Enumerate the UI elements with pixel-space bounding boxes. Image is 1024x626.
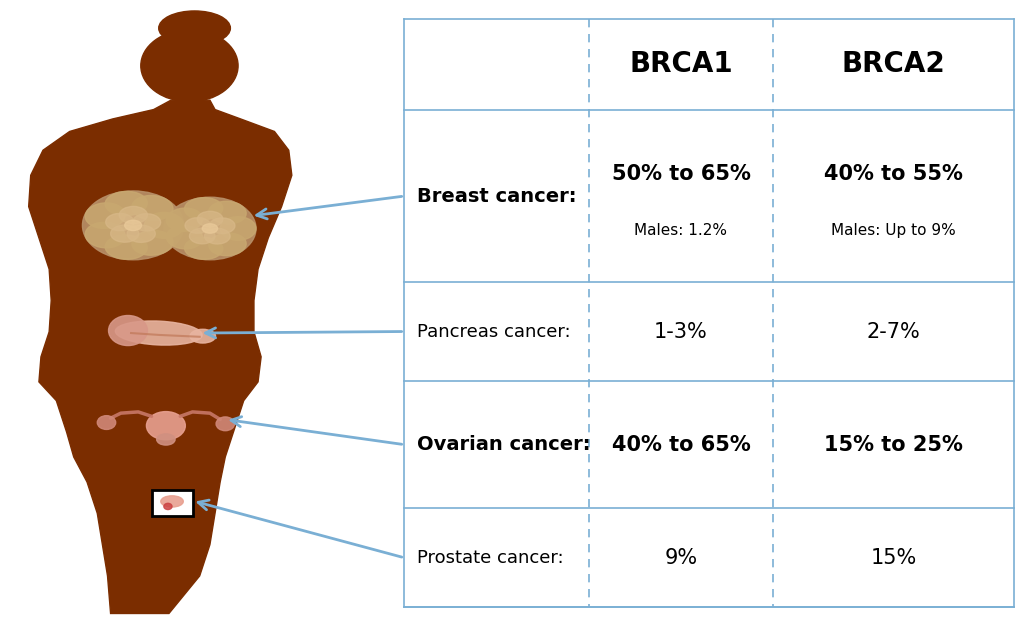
- Ellipse shape: [205, 228, 230, 244]
- Ellipse shape: [105, 235, 147, 259]
- Ellipse shape: [209, 202, 246, 224]
- Text: 40% to 65%: 40% to 65%: [611, 434, 751, 454]
- FancyBboxPatch shape: [152, 490, 193, 516]
- Ellipse shape: [159, 11, 230, 46]
- Ellipse shape: [97, 416, 116, 429]
- Text: 40% to 55%: 40% to 55%: [824, 163, 963, 183]
- Ellipse shape: [116, 321, 202, 345]
- Text: 1-3%: 1-3%: [654, 322, 708, 342]
- Polygon shape: [29, 100, 292, 613]
- Ellipse shape: [164, 197, 256, 260]
- Ellipse shape: [166, 208, 203, 231]
- Ellipse shape: [125, 220, 141, 230]
- Ellipse shape: [198, 212, 223, 227]
- Ellipse shape: [109, 316, 147, 346]
- Ellipse shape: [119, 207, 147, 223]
- Text: 50% to 65%: 50% to 65%: [611, 163, 751, 183]
- Text: BRCA1: BRCA1: [629, 50, 733, 78]
- Ellipse shape: [146, 412, 185, 439]
- Ellipse shape: [127, 225, 156, 242]
- Ellipse shape: [85, 222, 125, 248]
- Ellipse shape: [164, 503, 172, 510]
- Ellipse shape: [132, 195, 173, 220]
- Text: 2-7%: 2-7%: [866, 322, 921, 342]
- Ellipse shape: [105, 192, 147, 215]
- Ellipse shape: [190, 329, 216, 343]
- Ellipse shape: [209, 233, 246, 255]
- Text: BRCA2: BRCA2: [842, 50, 945, 78]
- Text: Pancreas cancer:: Pancreas cancer:: [417, 322, 570, 341]
- Ellipse shape: [220, 217, 256, 240]
- Text: 9%: 9%: [665, 548, 697, 568]
- Text: 15% to 25%: 15% to 25%: [824, 434, 963, 454]
- Ellipse shape: [166, 226, 203, 249]
- Text: Breast cancer:: Breast cancer:: [417, 187, 577, 205]
- Ellipse shape: [216, 417, 234, 431]
- Text: Males: 1.2%: Males: 1.2%: [635, 223, 727, 238]
- Ellipse shape: [144, 212, 184, 239]
- Ellipse shape: [184, 237, 223, 259]
- Ellipse shape: [132, 213, 161, 231]
- Ellipse shape: [111, 225, 139, 242]
- Ellipse shape: [82, 191, 184, 260]
- Ellipse shape: [184, 198, 223, 220]
- Ellipse shape: [141, 30, 238, 102]
- Ellipse shape: [132, 230, 173, 255]
- Ellipse shape: [185, 218, 211, 233]
- Ellipse shape: [105, 213, 134, 230]
- Ellipse shape: [189, 228, 215, 244]
- Text: Ovarian cancer:: Ovarian cancer:: [417, 435, 590, 454]
- Ellipse shape: [85, 203, 125, 228]
- Text: 15%: 15%: [870, 548, 916, 568]
- Text: Prostate cancer:: Prostate cancer:: [417, 549, 563, 567]
- Text: Males: Up to 9%: Males: Up to 9%: [831, 223, 955, 238]
- Ellipse shape: [202, 224, 217, 233]
- Ellipse shape: [161, 496, 183, 507]
- Ellipse shape: [209, 218, 234, 233]
- Ellipse shape: [157, 434, 175, 445]
